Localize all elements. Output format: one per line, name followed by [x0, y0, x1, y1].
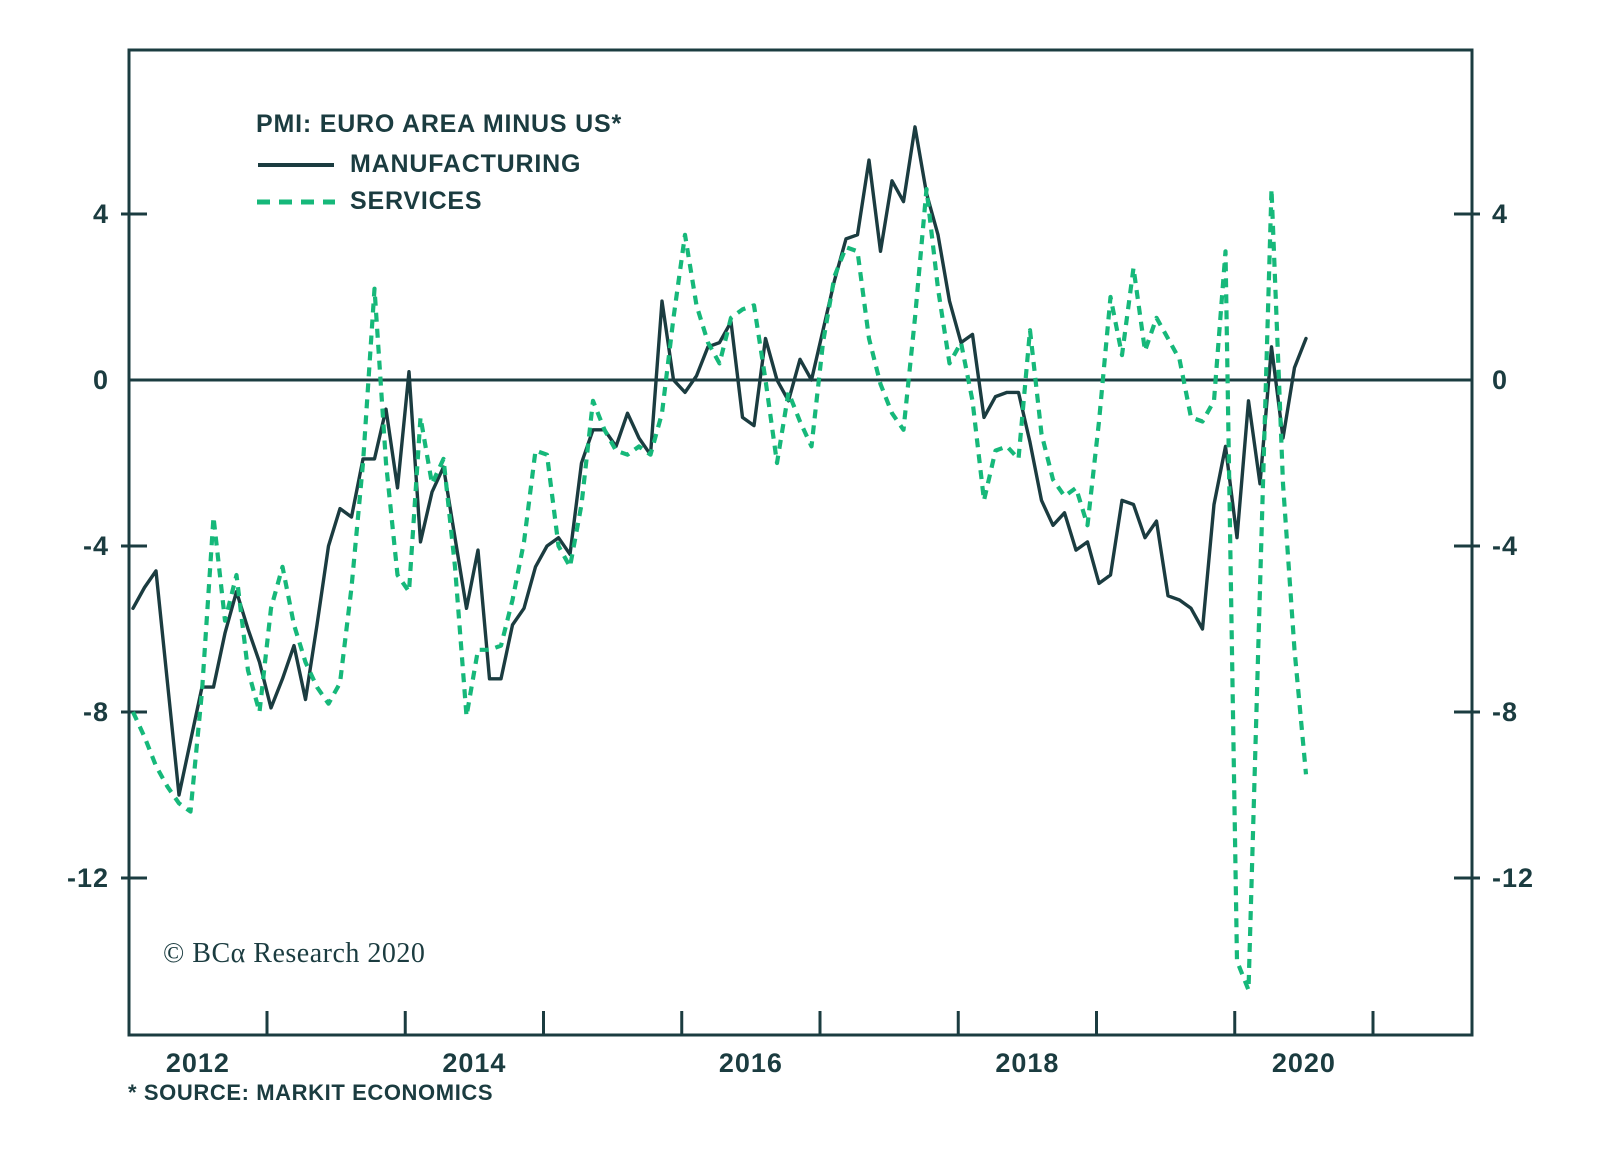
- y-tick-label-left: 4: [93, 199, 109, 229]
- services-line: [131, 187, 1309, 993]
- y-axis: 4 4 0 0 -4 -4 -8 -8 -12 -12: [67, 199, 1534, 893]
- plot-frame: [127, 48, 1474, 1037]
- x-tick-label: 2018: [995, 1048, 1059, 1078]
- x-tick-label: 2012: [166, 1048, 230, 1078]
- y-tick-label-right: -12: [1492, 863, 1534, 893]
- y-tick-label-left: -4: [83, 531, 109, 561]
- manufacturing-line-swatch-icon: [258, 162, 334, 167]
- legend-item-manufacturing: MANUFACTURING: [256, 146, 622, 183]
- copyright-note: © BCα Research 2020: [163, 938, 426, 969]
- y-tick-label-right: -8: [1492, 697, 1518, 727]
- legend-item-services: SERVICES: [256, 183, 622, 220]
- chart-legend: PMI: EURO AREA MINUS US* MANUFACTURING S…: [256, 110, 622, 220]
- legend-label-services: SERVICES: [350, 187, 483, 215]
- y-tick-label-left: -12: [67, 863, 109, 893]
- x-tick-label: 2016: [719, 1048, 783, 1078]
- y-tick-label-right: 0: [1492, 365, 1508, 395]
- services-line-swatch-icon: [257, 199, 335, 204]
- y-tick-label-right: -4: [1492, 531, 1518, 561]
- x-tick-label: 2020: [1272, 1048, 1336, 1078]
- y-tick-label-left: 0: [93, 365, 109, 395]
- y-tick-label-left: -8: [83, 697, 109, 727]
- manufacturing-line: [131, 125, 1308, 797]
- legend-label-manufacturing: MANUFACTURING: [350, 150, 582, 178]
- chart-title: PMI: EURO AREA MINUS US*: [256, 110, 622, 138]
- x-axis: 2012 2014 2016 2018 2020: [166, 1011, 1375, 1078]
- source-note: * SOURCE: MARKIT ECONOMICS: [128, 1080, 494, 1105]
- y-tick-label-right: 4: [1492, 199, 1508, 229]
- x-tick-label: 2014: [442, 1048, 506, 1078]
